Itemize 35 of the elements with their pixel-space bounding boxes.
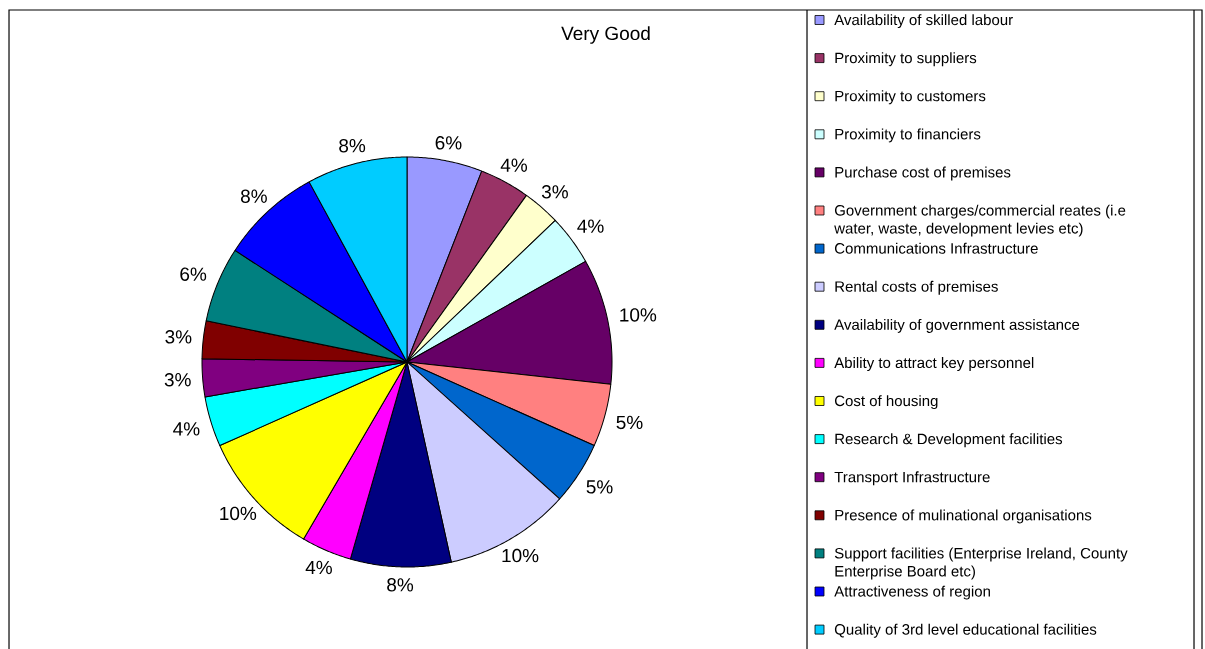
data-label: 4% [500, 158, 528, 172]
data-label: 4% [173, 422, 200, 436]
data-label: 5% [586, 480, 613, 494]
data-label: 6% [435, 136, 462, 150]
data-label: 6% [180, 267, 207, 281]
data-label: 4% [305, 560, 332, 575]
data-label: 3% [164, 373, 191, 387]
legend-label: Cost of housing [834, 395, 938, 410]
legend-label: Proximity to financiers [835, 128, 981, 143]
legend-label: Availability of skilled labour [834, 14, 1013, 29]
data-label: 5% [616, 415, 643, 430]
data-label: 8% [387, 578, 414, 592]
legend-label: Presence of mulinational organisations [835, 509, 1092, 524]
data-label: 3% [541, 185, 568, 199]
data-label: 10% [620, 308, 657, 322]
legend-label: Communications Infrastructure [834, 242, 1038, 254]
data-label: 4% [577, 219, 604, 233]
legend-label: Availability of government assistance [834, 318, 1080, 333]
legend-label: Proximity to customers [835, 90, 986, 105]
legend-label: Purchase cost of premises [835, 166, 1011, 181]
data-label: 10% [502, 548, 539, 563]
legend-label: Quality of 3rd level educational facilities [834, 623, 1097, 638]
data-label: 10% [220, 506, 257, 521]
data-label: 3% [165, 330, 192, 344]
legend-label: Ability to attract key personnel [834, 357, 1034, 371]
legend-label: Transport Infrastructure [834, 471, 990, 486]
legend-label: Rental costs of premises [835, 280, 998, 295]
legend-label: Attractiveness of region [834, 585, 990, 600]
data-label: 8% [240, 189, 267, 203]
legend-label: Research & Development facilities [835, 433, 1063, 448]
legend-label: Government charges/commercial reates (i.e water, waste, development levies etc) [834, 204, 1126, 237]
data-label: 8% [339, 138, 366, 153]
legend-label: Support facilities (Enterprise Ireland, County Enterprise Board etc) [834, 547, 1128, 580]
legend-label: Proximity to suppliers [835, 52, 977, 67]
text: Very Good [561, 26, 650, 44]
